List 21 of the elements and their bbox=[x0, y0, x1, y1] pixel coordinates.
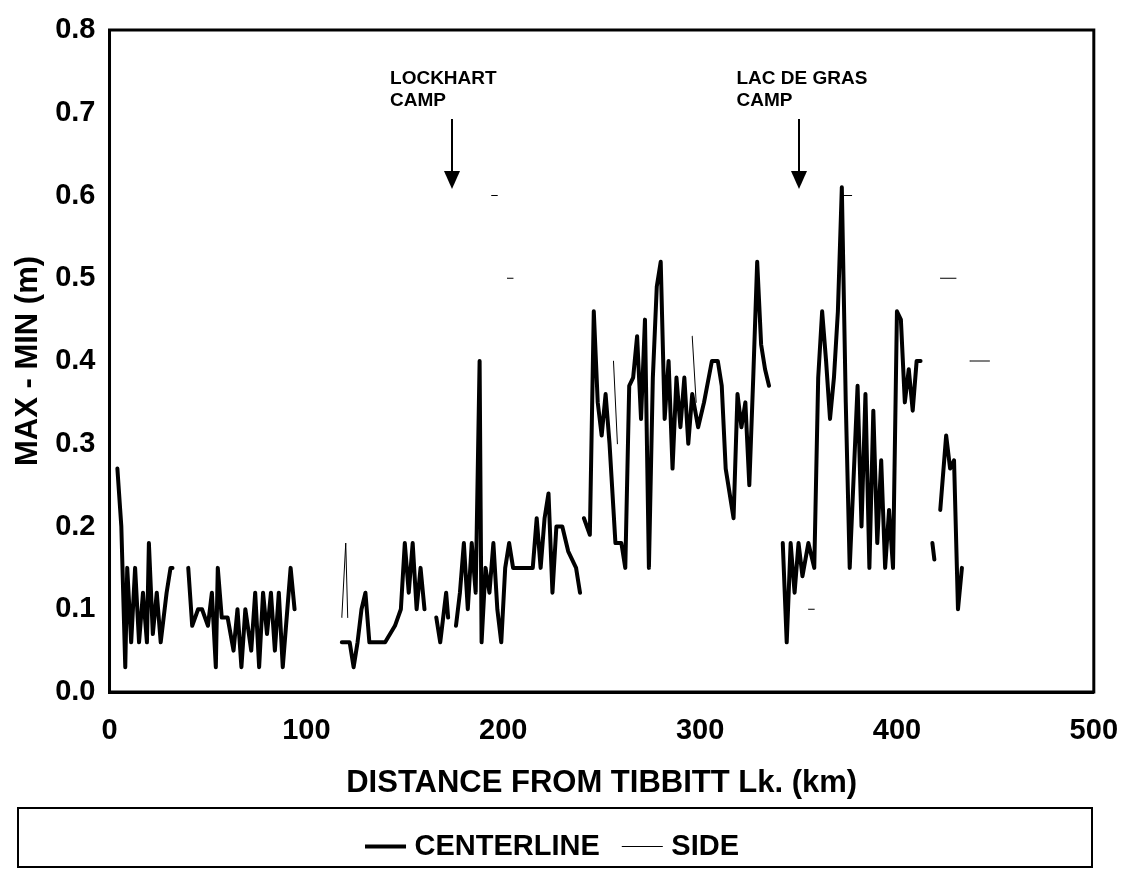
x-tick-label: 400 bbox=[872, 713, 922, 746]
y-tick-label: 0.2 bbox=[55, 508, 96, 541]
x-tick-label: 500 bbox=[1069, 713, 1118, 746]
y-tick-label: 0.8 bbox=[55, 12, 96, 44]
y-tick-label: 0.6 bbox=[55, 177, 96, 210]
x-tick-label: 100 bbox=[282, 713, 331, 746]
y-tick-label: 0.4 bbox=[55, 343, 96, 375]
x-tick-label: 200 bbox=[479, 713, 528, 746]
y-axis-title: MAX - MIN (m) bbox=[9, 255, 45, 467]
y-tick-label: 0.7 bbox=[55, 94, 96, 127]
y-tick-label: 0.1 bbox=[55, 591, 96, 624]
x-tick-label: 0 bbox=[101, 713, 118, 746]
x-axis-title: DISTANCE FROM TIBBITT Lk. (km) bbox=[346, 763, 858, 799]
y-tick-label: 0.5 bbox=[55, 260, 96, 293]
annotation: LAC DE GRAS CAMP bbox=[736, 66, 869, 111]
legend-label: SIDE bbox=[671, 828, 739, 861]
annotation: LOCKHART CAMP bbox=[390, 66, 498, 111]
legend-label: CENTERLINE bbox=[414, 828, 600, 861]
y-tick-label: 0.3 bbox=[55, 425, 96, 458]
x-tick-label: 300 bbox=[675, 713, 725, 746]
y-tick-label: 0.0 bbox=[55, 674, 96, 706]
